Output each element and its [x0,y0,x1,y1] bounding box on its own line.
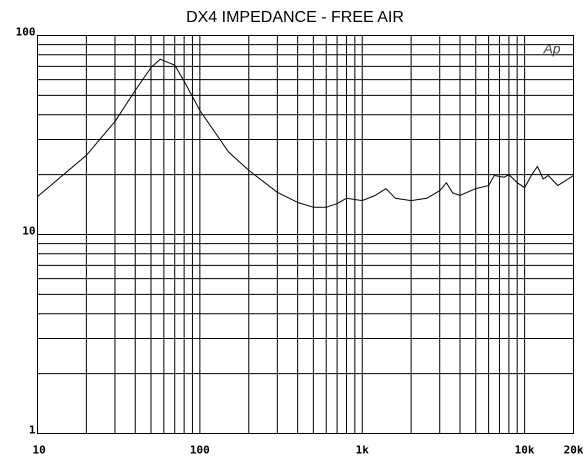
x-tick-label: 100 [190,444,210,457]
y-tick-label: 100 [16,26,36,39]
x-tick-label: 10 [33,444,46,457]
x-tick-label: 20k [564,444,584,457]
y-tick-label: 1 [29,424,36,437]
impedance-line [37,58,574,208]
chart-title: DX4 IMPEDANCE - FREE AIR [186,9,404,26]
y-tick-label: 10 [22,225,35,238]
x-tick-label: 1k [356,444,370,457]
x-tick-label: 10k [515,444,535,457]
